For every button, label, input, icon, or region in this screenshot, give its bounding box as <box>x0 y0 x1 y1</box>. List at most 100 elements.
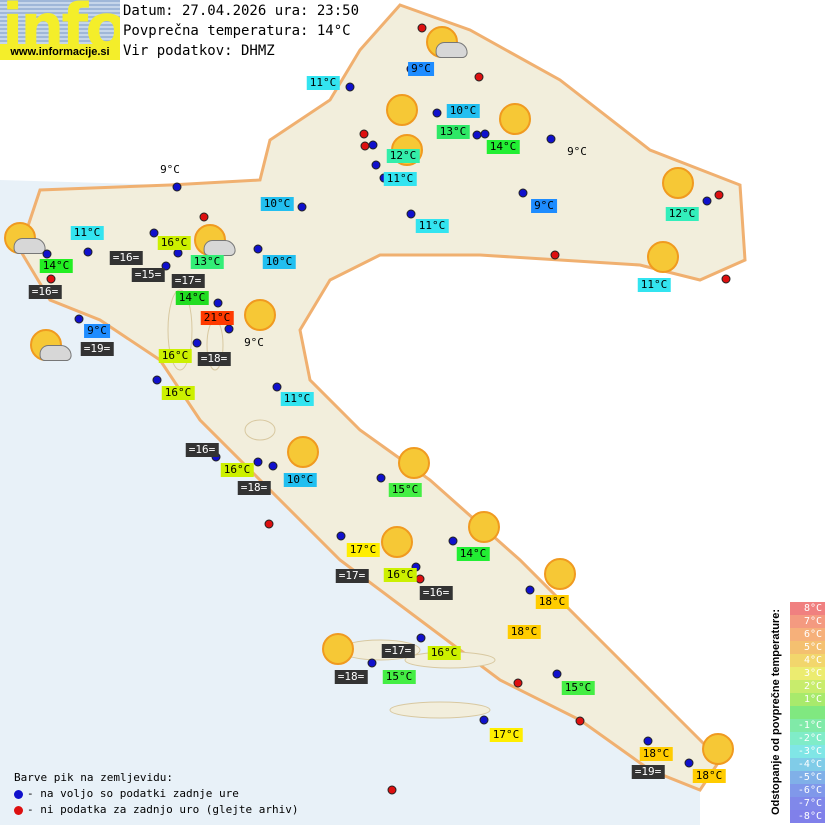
cloud-icon <box>203 240 236 256</box>
station-dot[interactable] <box>297 202 307 212</box>
scale-step: -5°C <box>790 771 825 784</box>
station-dot-no-data[interactable] <box>387 785 397 795</box>
station-dot[interactable] <box>367 658 377 668</box>
station-dot[interactable] <box>224 324 234 334</box>
station-dot[interactable] <box>552 669 562 679</box>
temperature-label: 9°C <box>531 199 557 213</box>
station-dot[interactable] <box>161 261 171 271</box>
station-dot-no-data[interactable] <box>714 190 724 200</box>
station-dot[interactable] <box>42 249 52 259</box>
station-dot[interactable] <box>152 375 162 385</box>
dot-legend: Barve pik na zemljevidu: - na voljo so p… <box>14 770 299 818</box>
station-dot[interactable] <box>371 160 381 170</box>
temperature-label: 10°C <box>260 197 294 211</box>
station-dot[interactable] <box>253 244 263 254</box>
date-line: Datum: 27.04.2026 ura: 23:50 <box>123 3 360 19</box>
station-dot-no-data[interactable] <box>199 212 209 222</box>
station-dot[interactable] <box>479 715 489 725</box>
station-dot-no-data[interactable] <box>550 250 560 260</box>
sun-icon <box>468 511 500 543</box>
temperature-label: =19= <box>631 765 665 779</box>
sun-icon <box>647 241 679 273</box>
scale-step: -2°C <box>790 732 825 745</box>
scale-step: 2°C <box>790 680 825 693</box>
sun-icon <box>702 733 734 765</box>
temperature-label: =16= <box>28 285 62 299</box>
station-dot[interactable] <box>213 298 223 308</box>
temperature-label: 18°C <box>535 595 569 609</box>
station-dot-no-data[interactable] <box>417 23 427 33</box>
station-dot-no-data[interactable] <box>415 574 425 584</box>
sun-icon <box>287 436 319 468</box>
station-dot-no-data[interactable] <box>359 129 369 139</box>
temperature-label: =17= <box>335 569 369 583</box>
scale-step: 7°C <box>790 615 825 628</box>
station-dot[interactable] <box>253 457 263 467</box>
temperature-label: 17°C <box>346 543 380 557</box>
legend-blue: - na voljo so podatki zadnje ure <box>14 786 299 802</box>
temperature-label: 9°C <box>84 324 110 338</box>
scale-step: 6°C <box>790 628 825 641</box>
station-dot-no-data[interactable] <box>721 274 731 284</box>
station-dot[interactable] <box>546 134 556 144</box>
temperature-label: 9°C <box>160 163 180 176</box>
temperature-label: 13°C <box>436 125 470 139</box>
blue-dot-icon <box>14 789 23 799</box>
sun-icon <box>386 94 418 126</box>
station-dot-no-data[interactable] <box>46 274 56 284</box>
temperature-label: =15= <box>131 268 165 282</box>
station-dot[interactable] <box>149 228 159 238</box>
station-dot[interactable] <box>643 736 653 746</box>
station-dot[interactable] <box>83 247 93 257</box>
temperature-label: 15°C <box>388 483 422 497</box>
legend-blue-text: - na voljo so podatki zadnje ure <box>27 787 239 800</box>
temperature-label: 17°C <box>489 728 523 742</box>
temperature-label: 11°C <box>280 392 314 406</box>
temperature-label: 14°C <box>175 291 209 305</box>
temperature-label: 10°C <box>283 473 317 487</box>
sun-icon <box>398 447 430 479</box>
logo-url[interactable]: www.informacije.si <box>0 44 120 60</box>
sun-icon <box>381 526 413 558</box>
station-dot[interactable] <box>74 314 84 324</box>
station-dot[interactable] <box>192 338 202 348</box>
scale-step: -3°C <box>790 745 825 758</box>
station-dot[interactable] <box>368 140 378 150</box>
station-dot[interactable] <box>480 129 490 139</box>
station-dot[interactable] <box>406 209 416 219</box>
station-dot[interactable] <box>345 82 355 92</box>
scale-step: 5°C <box>790 641 825 654</box>
station-dot[interactable] <box>684 758 694 768</box>
station-dot[interactable] <box>518 188 528 198</box>
station-dot[interactable] <box>432 108 442 118</box>
temperature-label: 16°C <box>161 386 195 400</box>
station-dot-no-data[interactable] <box>264 519 274 529</box>
legend-title: Barve pik na zemljevidu: <box>14 771 173 784</box>
station-dot-no-data[interactable] <box>575 716 585 726</box>
station-dot[interactable] <box>268 461 278 471</box>
temperature-label: 14°C <box>456 547 490 561</box>
temperature-label: 16°C <box>158 349 192 363</box>
station-dot[interactable] <box>525 585 535 595</box>
station-dot-no-data[interactable] <box>513 678 523 688</box>
temperature-label: 16°C <box>220 463 254 477</box>
station-dot[interactable] <box>376 473 386 483</box>
islands <box>167 289 496 719</box>
station-dot[interactable] <box>172 182 182 192</box>
station-dot[interactable] <box>336 531 346 541</box>
temperature-label: 16°C <box>383 568 417 582</box>
station-dot[interactable] <box>448 536 458 546</box>
logo[interactable]: info www.informacije.si <box>0 0 120 60</box>
station-dot[interactable] <box>416 633 426 643</box>
station-dot[interactable] <box>702 196 712 206</box>
scale-step: -7°C <box>790 797 825 810</box>
sun-icon <box>544 558 576 590</box>
legend-red: - ni podatka za zadnjo uro (glejte arhiv… <box>14 802 299 818</box>
station-dot[interactable] <box>272 382 282 392</box>
temperature-label: 13°C <box>190 255 224 269</box>
legend-red-text: - ni podatka za zadnjo uro (glejte arhiv… <box>27 803 299 816</box>
scale-step: 1°C <box>790 693 825 706</box>
station-dot-no-data[interactable] <box>474 72 484 82</box>
temperature-label: 12°C <box>386 149 420 163</box>
temperature-label: 11°C <box>415 219 449 233</box>
